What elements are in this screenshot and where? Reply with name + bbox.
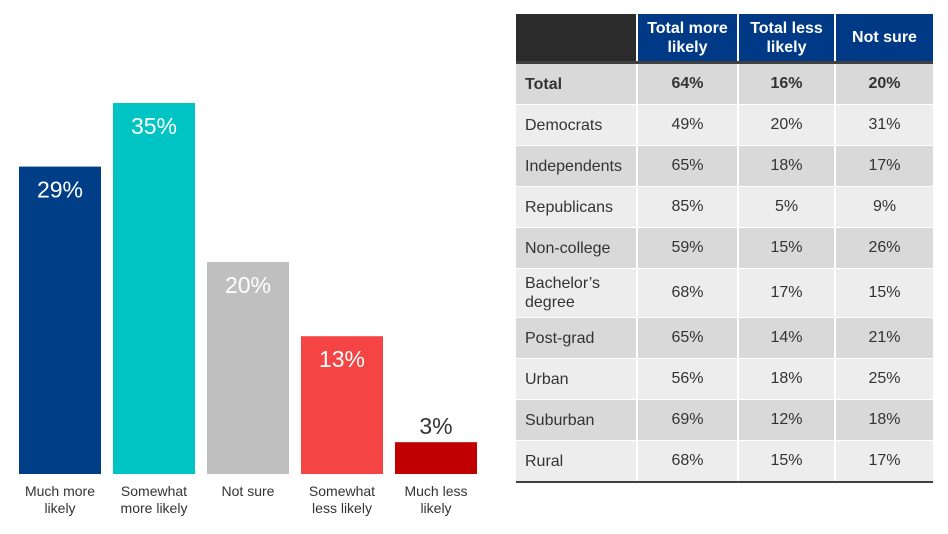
cell-more-likely: 85% (636, 186, 738, 228)
cell-less-likely: 12% (737, 399, 835, 441)
row-label: Post-grad (516, 317, 637, 359)
cell-less-likely: 18% (737, 358, 835, 400)
cell-not-sure: 26% (834, 227, 933, 269)
cell-more-likely: 49% (636, 104, 738, 146)
cell-not-sure: 17% (834, 145, 933, 187)
category-label: Much more likely (25, 483, 95, 516)
bar (395, 442, 477, 474)
cell-not-sure: 20% (834, 61, 933, 105)
bar (301, 336, 383, 474)
row-label: Democrats (516, 104, 637, 146)
category-label: Somewhat more likely (121, 483, 188, 516)
category-label: Not sure (222, 483, 275, 499)
cell-not-sure: 18% (834, 399, 933, 441)
bar (19, 166, 101, 474)
category-label-line: more likely (121, 500, 188, 516)
bar-value-label: 20% (225, 272, 271, 298)
cell-less-likely: 15% (737, 440, 835, 483)
row-label: Urban (516, 358, 637, 400)
row-label: Independents (516, 145, 637, 187)
cell-less-likely: 17% (737, 268, 835, 318)
cell-not-sure: 25% (834, 358, 933, 400)
table-row: Republicans 85% 5% 9% (516, 186, 933, 228)
table-row: Independents 65% 18% 17% (516, 145, 933, 187)
table-row: Total 64% 16% 20% (516, 61, 933, 105)
category-label-line: likely (420, 500, 451, 516)
bar (113, 103, 195, 474)
cell-not-sure: 9% (834, 186, 933, 228)
category-label-line: likely (44, 500, 75, 516)
category-label-line: Much more (25, 483, 95, 499)
cell-not-sure: 17% (834, 440, 933, 483)
header-total-more-likely: Total more likely (636, 14, 738, 63)
category-label-line: Much less (404, 483, 467, 499)
table-row: Non-college 59% 15% 26% (516, 227, 933, 269)
table-row: Post-grad 65% 14% 21% (516, 317, 933, 359)
cell-more-likely: 59% (636, 227, 738, 269)
table-header-row: Total more likely Total less likely Not … (516, 14, 933, 63)
table-row: Bachelor’s degree 68% 17% 15% (516, 268, 933, 318)
cell-more-likely: 56% (636, 358, 738, 400)
category-label-line: Not sure (222, 483, 275, 499)
row-label: Bachelor’s degree (516, 268, 637, 318)
bar-value-label: 29% (37, 177, 83, 203)
results-table: Total more likely Total less likely Not … (516, 14, 933, 483)
category-label-line: Somewhat (309, 483, 375, 499)
cell-more-likely: 68% (636, 440, 738, 483)
cell-more-likely: 65% (636, 317, 738, 359)
category-label: Somewhat less likely (309, 483, 375, 516)
row-label: Suburban (516, 399, 637, 441)
header-total-less-likely: Total less likely (737, 14, 835, 63)
category-label-line: less likely (312, 500, 372, 516)
table-row: Urban 56% 18% 25% (516, 358, 933, 400)
bar-value-label: 13% (319, 346, 365, 372)
cell-less-likely: 16% (737, 61, 835, 105)
cell-less-likely: 14% (737, 317, 835, 359)
table-corner-cell (516, 14, 637, 63)
header-not-sure: Not sure (834, 14, 933, 63)
cell-less-likely: 5% (737, 186, 835, 228)
cell-more-likely: 68% (636, 268, 738, 318)
cell-not-sure: 21% (834, 317, 933, 359)
cell-more-likely: 69% (636, 399, 738, 441)
table-row: Democrats 49% 20% 31% (516, 104, 933, 146)
row-label: Non-college (516, 227, 637, 269)
category-label-line: Somewhat (121, 483, 187, 499)
table-row: Suburban 69% 12% 18% (516, 399, 933, 441)
bar (207, 262, 289, 474)
cell-not-sure: 31% (834, 104, 933, 146)
cell-less-likely: 20% (737, 104, 835, 146)
cell-less-likely: 18% (737, 145, 835, 187)
category-label: Much less likely (404, 483, 467, 516)
table-row: Rural 68% 15% 17% (516, 440, 933, 483)
cell-more-likely: 64% (636, 61, 738, 105)
row-label: Rural (516, 440, 637, 483)
cell-not-sure: 15% (834, 268, 933, 318)
row-label: Republicans (516, 186, 637, 228)
bar-value-label: 35% (131, 113, 177, 139)
cell-less-likely: 15% (737, 227, 835, 269)
row-label: Total (516, 61, 637, 105)
cell-more-likely: 65% (636, 145, 738, 187)
bar-value-label: 3% (419, 413, 452, 439)
